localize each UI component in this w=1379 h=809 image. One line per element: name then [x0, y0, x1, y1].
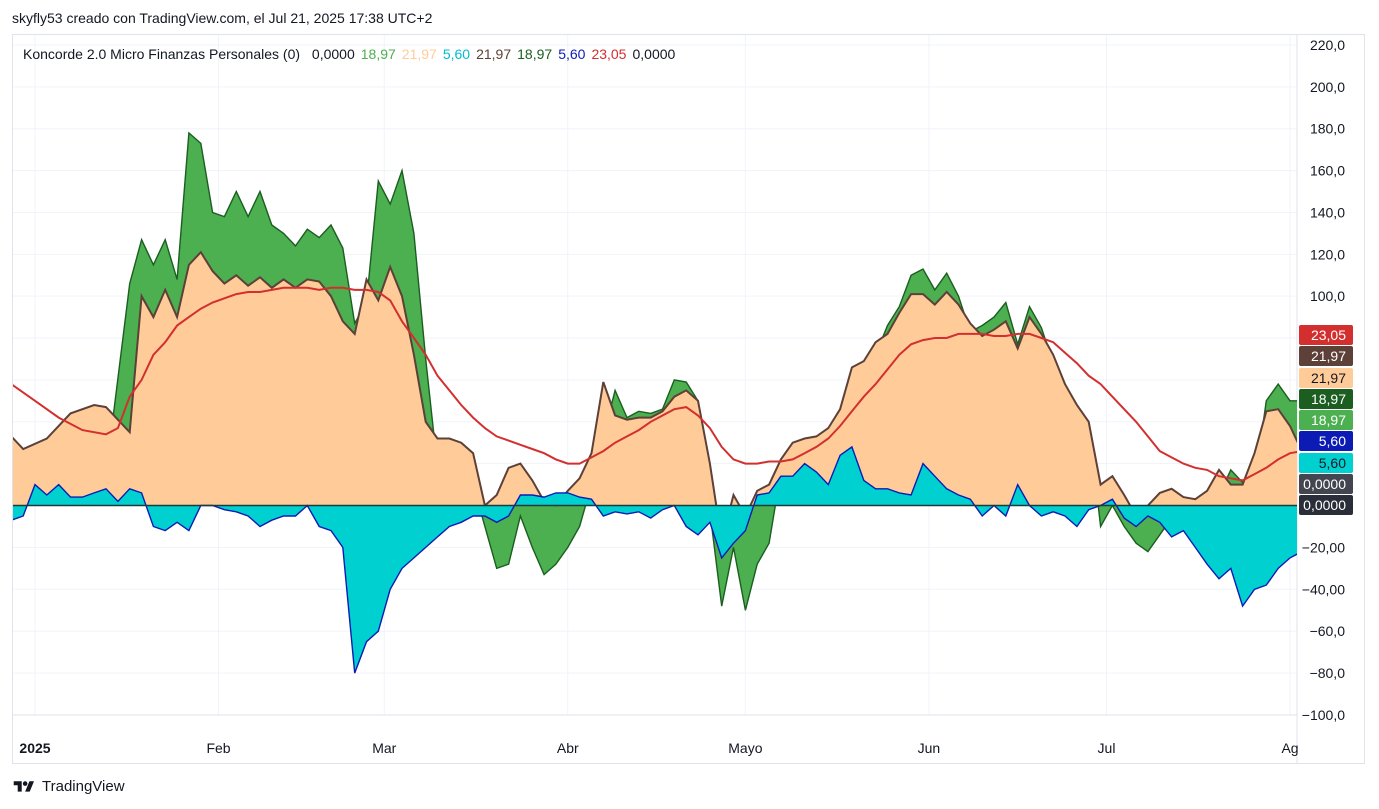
x-tick-label: Ag [1281, 740, 1298, 756]
price-label-box [1299, 495, 1353, 515]
series-3-line [13, 286, 1297, 482]
price-label-box [1299, 453, 1353, 473]
x-tick-label: Jul [1098, 740, 1116, 756]
series-1-area [13, 252, 1297, 542]
indicator-name: Koncorde 2.0 Micro Finanzas Personales (… [23, 46, 301, 62]
legend-value: 0,0000 [311, 46, 355, 62]
y-tick-label: −80,0 [1310, 665, 1346, 681]
y-tick-label: −100,0 [1302, 707, 1345, 723]
x-tick-label: 2025 [19, 740, 50, 756]
y-tick-label: −20,00 [1302, 539, 1345, 555]
price-label-box [1299, 346, 1353, 366]
legend-value: 18,97 [517, 46, 553, 62]
tradingview-logo-icon [13, 780, 34, 792]
price-label: 0,0000 [1303, 476, 1346, 492]
series-1-line [13, 250, 1297, 542]
footer-brand: TradingView [42, 778, 125, 795]
x-tick-label: Feb [206, 740, 230, 756]
legend-value: 5,60 [442, 46, 471, 62]
x-tick-label: Abr [557, 740, 579, 756]
y-tick-label: 200,0 [1310, 79, 1345, 95]
price-label: 5,60 [1319, 455, 1346, 471]
price-label: 18,97 [1311, 412, 1346, 428]
y-tick-label: 140,0 [1310, 204, 1345, 220]
price-label-box [1299, 368, 1353, 388]
legend-value: 5,60 [558, 46, 586, 62]
series-2-line [13, 445, 1297, 674]
y-tick-label: 180,0 [1310, 121, 1345, 137]
y-tick-label: 120,0 [1310, 246, 1345, 262]
legend-value: 0,0000 [632, 46, 676, 62]
chart-frame [12, 34, 1365, 764]
price-label: 21,97 [1311, 348, 1346, 364]
y-tick-label: 100,0 [1310, 288, 1345, 304]
chart-caption: skyfly53 creado con TradingView.com, el … [12, 10, 433, 26]
price-label-box [1299, 410, 1353, 430]
plot-area [13, 131, 1297, 674]
series-0-line [13, 131, 1297, 611]
x-tick-label: Jun [918, 740, 941, 756]
price-label-box [1299, 325, 1353, 345]
price-label: 23,05 [1311, 327, 1346, 343]
legend-values: 0,0000 18,97 21,97 5,60 21,97 18,97 5,60 23,05 0… [312, 46, 681, 62]
y-tick-label: −40,00 [1302, 581, 1345, 597]
x-tick-label: Mayo [728, 740, 762, 756]
price-label-box [1299, 389, 1353, 409]
y-tick-label: 160,0 [1310, 163, 1345, 179]
x-tick-label: Mar [372, 740, 396, 756]
legend-value: 23,05 [591, 46, 627, 62]
indicator-legend[interactable]: Koncorde 2.0 Micro Finanzas Personales (… [23, 46, 687, 62]
y-tick-label: −60,0 [1310, 623, 1346, 639]
legend-value: 21,97 [476, 46, 512, 62]
price-label: 21,97 [1311, 370, 1346, 386]
price-label: 18,97 [1311, 391, 1346, 407]
price-label-box [1299, 474, 1353, 494]
price-label: 0,0000 [1303, 497, 1346, 513]
legend-value: 18,97 [360, 46, 396, 62]
legend-value: 21,97 [401, 46, 437, 62]
price-label: 5,60 [1319, 433, 1346, 449]
tradingview-footer[interactable]: TradingView [12, 778, 125, 795]
price-label-box [1299, 431, 1353, 451]
y-tick-label: 220,0 [1310, 37, 1345, 53]
